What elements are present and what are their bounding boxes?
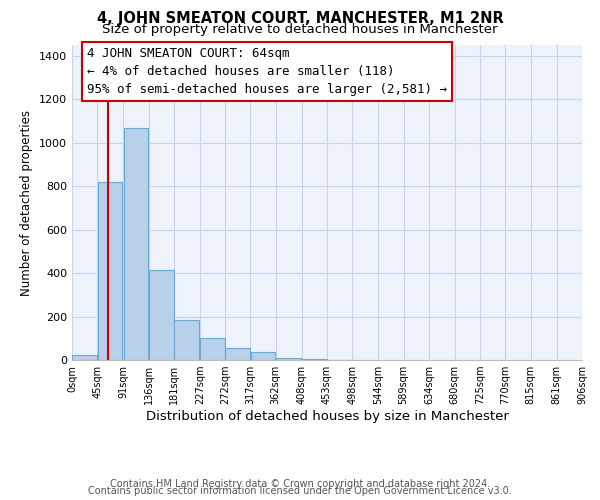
Text: 4 JOHN SMEATON COURT: 64sqm
← 4% of detached houses are smaller (118)
95% of sem: 4 JOHN SMEATON COURT: 64sqm ← 4% of deta… (88, 46, 448, 96)
Bar (124, 128, 148, 360)
Bar (98, 182, 122, 360)
Y-axis label: Number of detached properties: Number of detached properties (20, 110, 34, 296)
Bar (200, 338, 225, 360)
Bar (276, 358, 301, 360)
Bar (149, 270, 173, 360)
Bar (302, 359, 327, 360)
Text: 4, JOHN SMEATON COURT, MANCHESTER, M1 2NR: 4, JOHN SMEATON COURT, MANCHESTER, M1 2N… (97, 11, 503, 26)
Bar (226, 348, 250, 360)
Text: Size of property relative to detached houses in Manchester: Size of property relative to detached ho… (102, 22, 498, 36)
Text: Contains HM Land Registry data © Crown copyright and database right 2024.: Contains HM Land Registry data © Crown c… (110, 479, 490, 489)
Text: Contains public sector information licensed under the Open Government Licence v3: Contains public sector information licen… (88, 486, 512, 496)
Bar (251, 352, 275, 360)
X-axis label: Distribution of detached houses by size in Manchester: Distribution of detached houses by size … (146, 410, 508, 423)
Bar (174, 320, 199, 360)
Bar (72, 354, 97, 360)
